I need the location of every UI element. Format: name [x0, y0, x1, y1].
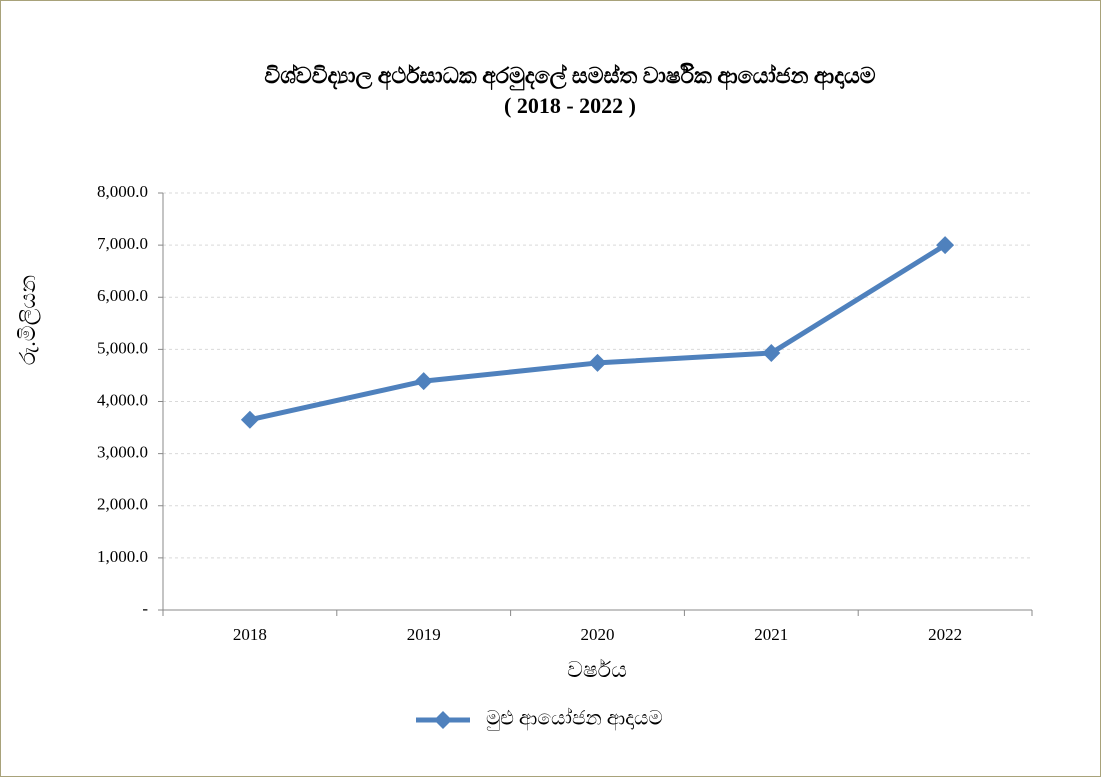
y-tick-label: - [142, 599, 148, 618]
legend-marker [434, 711, 452, 729]
chart-subtitle: ( 2018 - 2022 ) [504, 93, 636, 118]
x-axis-title: වර්ෂය [567, 657, 627, 682]
x-tick-label: 2018 [233, 625, 267, 644]
y-tick-label: 6,000.0 [97, 286, 148, 305]
y-tick-label: 1,000.0 [97, 547, 148, 566]
x-tick-label: 2019 [407, 625, 441, 644]
legend-label: මුළු ආයෝජන ආදායම [486, 707, 663, 732]
x-tick-label: 2021 [754, 625, 788, 644]
y-tick-label: 4,000.0 [97, 390, 148, 409]
y-tick-label: 7,000.0 [97, 234, 148, 253]
marker [414, 372, 433, 391]
marker [936, 236, 955, 255]
x-tick-label: 2020 [581, 625, 615, 644]
y-tick-label: 2,000.0 [97, 495, 148, 514]
x-tick-label: 2022 [928, 625, 962, 644]
y-tick-label: 8,000.0 [97, 182, 148, 201]
marker [762, 344, 781, 363]
marker [240, 410, 259, 429]
chart-title: විශ්වවිද්‍යාල අර්ථසාධක අරමුදලේ සමස්ත වාර… [264, 62, 875, 91]
y-tick-label: 3,000.0 [97, 443, 148, 462]
y-axis-title: රු.මිලියන [15, 275, 41, 365]
y-tick-label: 5,000.0 [97, 338, 148, 357]
marker [588, 353, 607, 372]
